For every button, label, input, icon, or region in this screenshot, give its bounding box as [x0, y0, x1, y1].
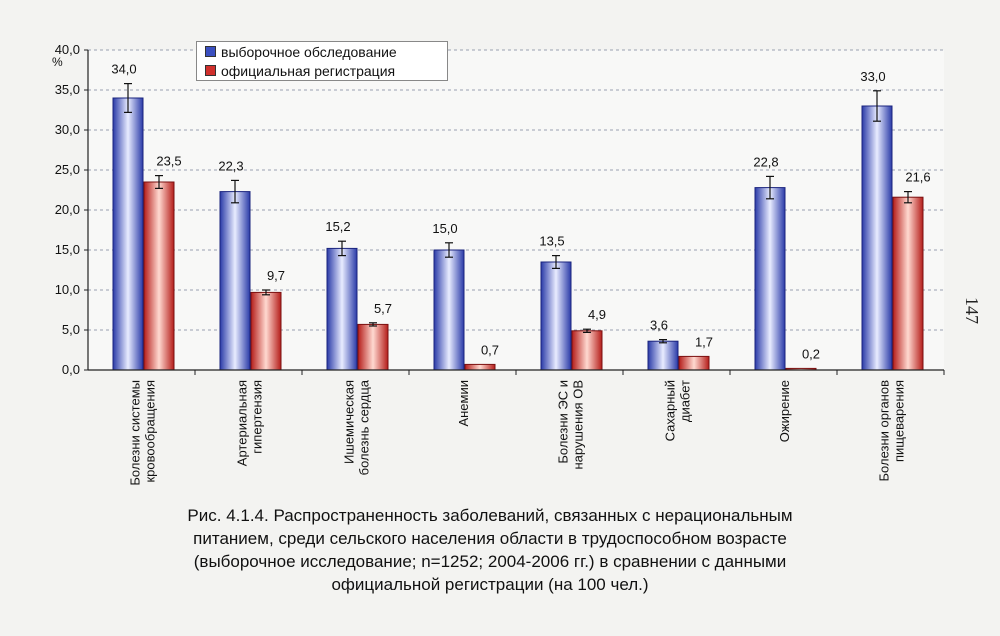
y-tick-label: 35,0 [55, 82, 80, 97]
bar-survey [326, 247, 358, 371]
bar-survey [540, 261, 572, 371]
caption-line-1: Рис. 4.1.4. Распространенность заболеван… [187, 506, 793, 525]
legend-label-series-2: официальная регистрация [221, 62, 396, 79]
legend-swatch-blue [205, 46, 216, 57]
bar-survey [219, 191, 251, 371]
data-label: 34,0 [111, 62, 136, 77]
data-label: 23,5 [156, 154, 181, 169]
bar-survey [861, 105, 893, 371]
bar-official [143, 181, 175, 371]
y-axis: 0,0 5,0 10,0 15,0 20,0 25,0 30,0 35,0 40,0% [52, 42, 89, 377]
category-label: Ожирение [777, 380, 792, 442]
x-axis: Болезни системы кровообращения Артериальна… [88, 369, 945, 486]
category-label-group: Артериальная гипертензия [235, 380, 265, 466]
bar-survey [647, 340, 679, 371]
bar-survey [433, 249, 465, 371]
bar-survey [112, 97, 144, 371]
data-label: 1,7 [695, 334, 713, 349]
category-label-group: Болезни ЭС и нарушения ОВ [556, 380, 586, 470]
y-tick-label: 10,0 [55, 282, 80, 297]
category-label-group: Ишемическая болезнь сердца [342, 379, 372, 475]
category-label: кровообращения [143, 380, 158, 483]
y-tick-label: 15,0 [55, 242, 80, 257]
category-label-group: Ожирение [777, 380, 792, 442]
data-label: 3,6 [650, 318, 668, 333]
bar-official [678, 355, 710, 371]
y-tick-label: 20,0 [55, 202, 80, 217]
bar-official [571, 330, 603, 371]
data-label: 15,2 [325, 219, 350, 234]
data-label: 21,6 [905, 170, 930, 185]
data-label: 15,0 [432, 221, 457, 236]
category-label-group: Болезни системы кровообращения [128, 380, 158, 486]
legend: выборочное обследование официальная реги… [196, 41, 448, 81]
caption-line-2: питанием, среди сельского населения обла… [193, 529, 787, 548]
chart: 0,0 5,0 10,0 15,0 20,0 25,0 30,0 35,0 40,0% 34,0… [52, 42, 945, 486]
category-label: Артериальная [235, 380, 250, 466]
category-label: Сахарный [663, 380, 678, 441]
category-label-group: Болезни органов пищеварения [877, 380, 907, 482]
category-label: Ишемическая [342, 380, 357, 464]
data-label: 0,2 [802, 346, 820, 361]
bar-survey [754, 187, 786, 371]
bar-official [464, 363, 496, 371]
data-label: 4,9 [588, 307, 606, 322]
legend-item-series-1: выборочное обследование [197, 42, 447, 61]
y-tick-label: 30,0 [55, 122, 80, 137]
data-label: 9,7 [267, 268, 285, 283]
data-label: 5,7 [374, 301, 392, 316]
data-label: 0,7 [481, 342, 499, 357]
page-number: 147 [962, 297, 982, 324]
bar-official [357, 323, 389, 371]
bar-official [250, 291, 282, 371]
bar-official [892, 196, 924, 371]
data-label: 22,3 [218, 158, 243, 173]
category-label: Болезни органов [877, 380, 892, 482]
y-unit-label: % [52, 55, 63, 69]
legend-swatch-red [205, 65, 216, 76]
category-label: Болезни системы [128, 380, 143, 486]
category-label-group: Анемии [456, 380, 471, 427]
legend-item-series-2: официальная регистрация [197, 61, 447, 80]
category-label: гипертензия [250, 380, 265, 454]
category-label: пищеварения [892, 380, 907, 462]
legend-label-series-1: выборочное обследование [221, 43, 397, 60]
category-label: диабет [678, 380, 693, 422]
caption-line-4: официальной регистрации (на 100 чел.) [331, 575, 649, 594]
category-label: Анемии [456, 380, 471, 427]
y-tick-label: 40,0 [55, 42, 80, 57]
data-label: 13,5 [539, 234, 564, 249]
category-label: нарушения ОВ [571, 380, 586, 470]
data-label: 22,8 [753, 154, 778, 169]
y-tick-label: 5,0 [62, 322, 80, 337]
gridlines [88, 49, 944, 331]
category-label-group: Сахарный диабет [663, 380, 693, 441]
category-label: болезнь сердца [357, 379, 372, 475]
y-tick-label: 0,0 [62, 362, 80, 377]
y-tick-label: 25,0 [55, 162, 80, 177]
caption-line-3: (выборочное исследование; n=1252; 2004-2… [193, 552, 787, 571]
data-label: 33,0 [860, 69, 885, 84]
figure-caption: Рис. 4.1.4. Распространенность заболеван… [150, 504, 830, 596]
category-label: Болезни ЭС и [556, 380, 571, 464]
